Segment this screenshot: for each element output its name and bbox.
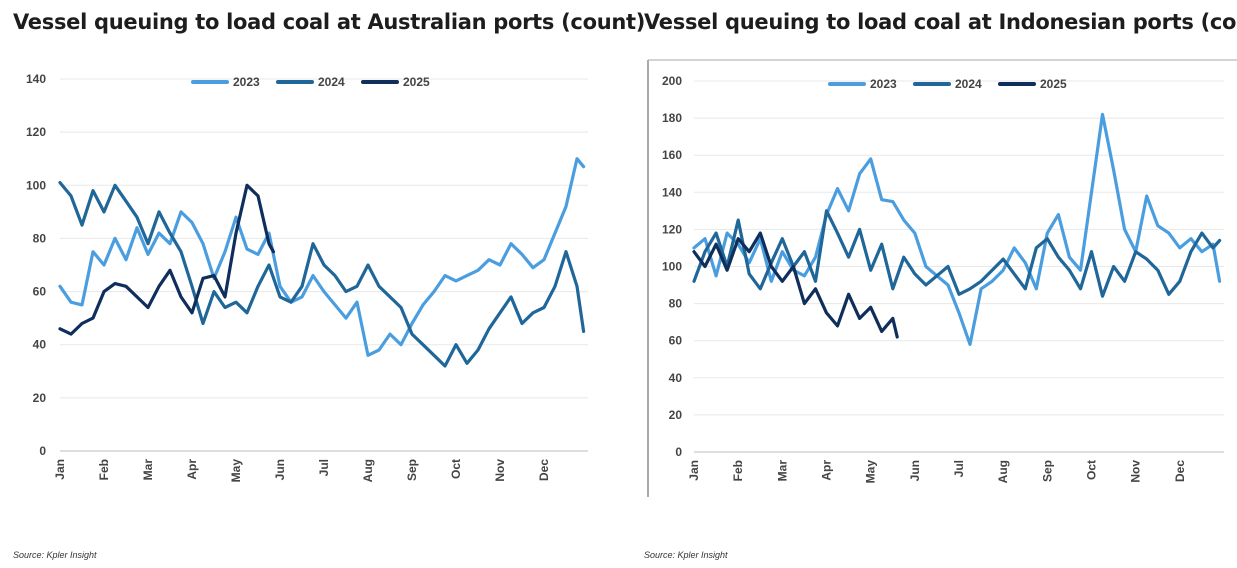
chart-panel-australia: Vessel queuing to load coal at Australia…	[13, 10, 645, 560]
legend-label-2023: 2023	[870, 77, 897, 91]
x-tick-label: Apr	[185, 459, 199, 480]
y-tick-label: 100	[26, 178, 46, 192]
y-tick-label: 120	[26, 125, 46, 139]
chart-title: Vessel queuing to load coal at Indonesia…	[644, 10, 1237, 34]
x-tick-label: May	[864, 460, 878, 484]
x-tick-label: Oct	[1085, 460, 1099, 480]
line-chart-indonesia: 0 20 40 60 80 100 120 140 160 180 200 Jan Feb Mar Apr M…	[647, 59, 1237, 497]
x-tick-label: Aug	[361, 459, 375, 482]
x-tick-label: Sep	[1040, 460, 1054, 482]
legend-label-2023: 2023	[233, 75, 260, 89]
y-tick-label: 0	[39, 444, 46, 458]
x-tick-label: Jan	[53, 459, 67, 480]
y-tick-label: 60	[33, 285, 47, 299]
legend-label-2025: 2025	[403, 75, 430, 89]
legend-label-2024: 2024	[318, 75, 345, 89]
y-tick-label: 200	[662, 74, 682, 88]
series-line-2023	[58, 157, 586, 357]
x-tick-label: Jun	[908, 460, 922, 481]
y-tick-label: 40	[669, 371, 683, 385]
series-line-2025	[692, 231, 899, 339]
x-tick-label: Mar	[775, 460, 789, 482]
x-tick-label: Aug	[996, 460, 1010, 483]
x-tick-label: Feb	[97, 459, 111, 480]
series-line-2024	[692, 209, 1222, 298]
x-tick-label: Jun	[273, 459, 287, 480]
x-tick-label: Nov	[1129, 460, 1143, 483]
series-line-2025	[58, 183, 275, 336]
y-tick-label: 60	[669, 334, 683, 348]
y-tick-label: 120	[662, 222, 682, 236]
y-tick-label: 140	[662, 185, 682, 199]
legend-label-2025: 2025	[1040, 77, 1067, 91]
x-tick-label: Apr	[820, 460, 834, 481]
x-tick-label: Feb	[731, 460, 745, 481]
x-tick-label: Dec	[1173, 460, 1187, 482]
chart-title: Vessel queuing to load coal at Australia…	[13, 10, 646, 34]
legend-label-2024: 2024	[955, 77, 982, 91]
x-tick-label: May	[229, 459, 243, 483]
x-tick-label: Nov	[493, 459, 507, 482]
x-tick-label: Sep	[405, 459, 419, 481]
y-tick-label: 80	[33, 231, 47, 245]
line-chart-australia: 0 20 40 60 80 100 120 140 Jan Feb Mar Apr May Jun Jul A…	[26, 72, 588, 483]
y-tick-label: 0	[675, 445, 682, 459]
chart-panel-indonesia: Vessel queuing to load coal at Indonesia…	[630, 0, 1237, 568]
x-tick-label: Jul	[317, 459, 331, 476]
y-tick-label: 40	[33, 338, 47, 352]
series-line-2024	[58, 181, 586, 368]
x-tick-label: Jul	[952, 460, 966, 477]
x-tick-label: Oct	[449, 459, 463, 479]
source-note: Source: Kpler Insight	[13, 550, 97, 560]
x-tick-label: Dec	[537, 459, 551, 481]
y-tick-label: 100	[662, 260, 682, 274]
y-tick-label: 140	[26, 72, 46, 86]
x-tick-label: Mar	[141, 459, 155, 481]
y-tick-label: 80	[669, 297, 683, 311]
y-tick-label: 20	[669, 408, 683, 422]
y-tick-label: 20	[33, 391, 47, 405]
x-tick-label: Jan	[687, 460, 701, 481]
y-tick-label: 160	[662, 148, 682, 162]
source-note: Source: Kpler Insight	[644, 550, 728, 560]
y-tick-label: 180	[662, 111, 682, 125]
